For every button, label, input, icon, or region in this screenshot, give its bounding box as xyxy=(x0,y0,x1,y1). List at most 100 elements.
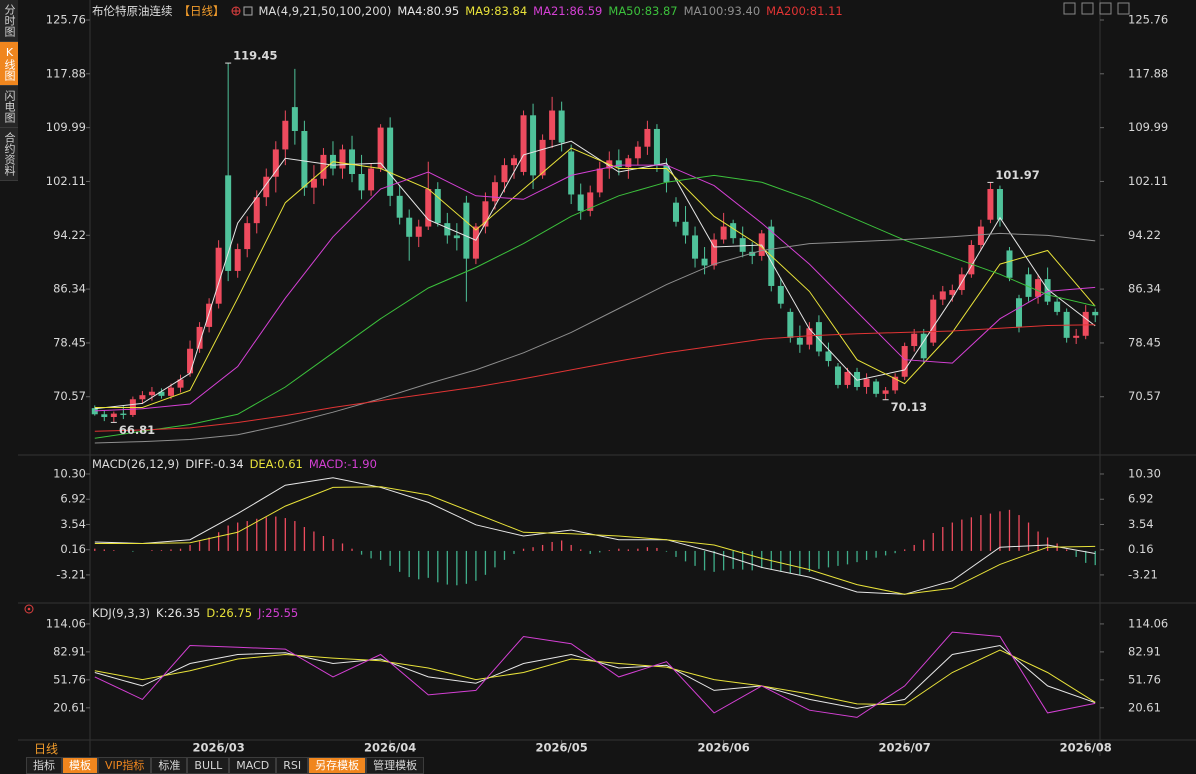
candle-body xyxy=(101,414,108,418)
candle-body xyxy=(549,110,556,140)
candle-body xyxy=(491,182,498,202)
x-tick-label: 2026/05 xyxy=(536,741,588,755)
y-tick-label: 114.06 xyxy=(46,616,86,630)
series-line xyxy=(94,486,1096,595)
annotation: 70.13 xyxy=(891,400,927,414)
indicator-icon xyxy=(24,604,34,614)
timeframe[interactable]: 日线 xyxy=(34,742,59,756)
candle-body xyxy=(901,346,908,377)
candle-body xyxy=(568,151,575,195)
y-tick-label: 94.22 xyxy=(53,228,86,242)
window-button[interactable] xyxy=(1099,2,1112,15)
candle-body xyxy=(415,226,422,237)
header-icons[interactable] xyxy=(231,5,253,17)
candle-body xyxy=(996,189,1003,220)
candle-body xyxy=(720,226,727,240)
x-tick-label: 2026/06 xyxy=(698,741,750,755)
toolbar-button[interactable]: 模板 xyxy=(62,757,98,774)
candle-body xyxy=(711,239,718,266)
candle-body xyxy=(806,328,813,345)
annotation: 66.81 xyxy=(119,423,155,437)
candle-body xyxy=(358,173,365,191)
candle-body xyxy=(167,387,174,396)
legend-entry: MA50:83.87 xyxy=(608,4,678,18)
series-line xyxy=(94,174,1096,439)
side-tab[interactable]: 闪电图 xyxy=(0,86,18,128)
y-tick-label: 102.11 xyxy=(46,174,86,188)
candle-body xyxy=(1035,279,1042,297)
annotation: 101.97 xyxy=(995,168,1039,182)
toolbar-button[interactable]: MACD xyxy=(229,757,277,774)
toolbar: 指标 模板 VIP指标 标准 BULL MACD RSI 另存模板 管理模板 xyxy=(26,757,425,774)
y-tick-label: 117.88 xyxy=(46,66,86,80)
y-tick-label: 78.45 xyxy=(53,335,86,349)
candle-body xyxy=(1054,301,1061,312)
candle-body xyxy=(815,322,822,352)
toolbar-button[interactable]: VIP指标 xyxy=(98,757,152,774)
candle-body xyxy=(892,376,899,391)
legend-entry: DEA:0.61 xyxy=(249,457,303,471)
toolbar-button[interactable]: 指标 xyxy=(26,757,62,774)
window-button[interactable] xyxy=(1063,2,1076,15)
candle-body xyxy=(196,326,203,349)
window-buttons[interactable] xyxy=(1063,2,1130,15)
window-button[interactable] xyxy=(1117,2,1130,15)
kdj-header: KDJ(9,3,3) K:26.35 D:26.75 J:25.55 xyxy=(92,606,298,620)
side-tab[interactable]: 分时图 xyxy=(0,0,18,42)
candle-body xyxy=(244,223,251,250)
candle-body xyxy=(530,115,537,176)
y-tick-label: 117.88 xyxy=(1128,66,1168,80)
candle-body xyxy=(939,291,946,300)
period[interactable]: 【日线】 xyxy=(178,4,225,18)
legend-entry: D:26.75 xyxy=(206,606,253,620)
y-tick-label: 10.30 xyxy=(1128,466,1161,480)
toolbar-button[interactable]: 标准 xyxy=(151,757,188,774)
y-tick-label: 86.34 xyxy=(1128,282,1161,296)
side-tabs: 分时图 K线图 闪电图 合约资料 xyxy=(0,0,18,181)
candle-body xyxy=(1025,274,1032,297)
candle-body xyxy=(672,202,679,222)
toolbar-button[interactable]: RSI xyxy=(276,757,309,774)
y-tick-label: -3.21 xyxy=(56,567,86,581)
window-button[interactable] xyxy=(1081,2,1094,15)
y-tick-label: 114.06 xyxy=(1128,616,1168,630)
candle-body xyxy=(844,371,851,385)
candle-body xyxy=(977,226,984,245)
candle-body xyxy=(1092,311,1099,316)
candle-body xyxy=(1016,298,1023,327)
candle-body xyxy=(777,285,784,304)
series-line xyxy=(94,140,1096,410)
toolbar-button[interactable]: BULL xyxy=(187,757,230,774)
y-tick-label: 20.61 xyxy=(1128,700,1161,714)
panel: 114.06 114.06 82.91 82.91 51.76 51.76 20.61 20.… xyxy=(46,616,1168,718)
legend-entry: MA9:83.84 xyxy=(465,4,528,18)
candle-body xyxy=(291,107,298,131)
candle-body xyxy=(91,408,98,415)
candle-body xyxy=(120,413,127,415)
candle-body xyxy=(968,244,975,275)
toolbar-button[interactable]: 管理模板 xyxy=(366,757,425,774)
candle-body xyxy=(301,130,308,188)
side-tab[interactable]: K线图 xyxy=(0,42,18,86)
candle-body xyxy=(463,202,470,259)
legend-entry: MA200:81.11 xyxy=(766,4,843,18)
candle-body xyxy=(949,290,956,295)
candle-body xyxy=(387,127,394,196)
toolbar-button[interactable]: 另存模板 xyxy=(308,757,367,774)
candle-body xyxy=(511,158,518,166)
legend-entry: MA21:86.59 xyxy=(533,4,603,18)
candle-body xyxy=(1073,335,1080,338)
candle-body xyxy=(253,197,260,224)
y-tick-label: 102.11 xyxy=(1128,174,1168,188)
candle-body xyxy=(1044,279,1051,302)
candle-body xyxy=(558,110,565,143)
y-tick-label: 6.92 xyxy=(1128,492,1154,506)
series-line xyxy=(94,147,1096,408)
panel: 10.30 10.30 6.92 6.92 3.54 3.54 0.16 0.16 -3.21 -… xyxy=(53,466,1161,595)
candle-body xyxy=(873,381,880,394)
candle-body xyxy=(730,223,737,239)
candle-body xyxy=(272,149,279,177)
side-tab[interactable]: 合约资料 xyxy=(0,128,18,181)
candle-body xyxy=(587,192,594,211)
candle-body xyxy=(634,146,641,159)
